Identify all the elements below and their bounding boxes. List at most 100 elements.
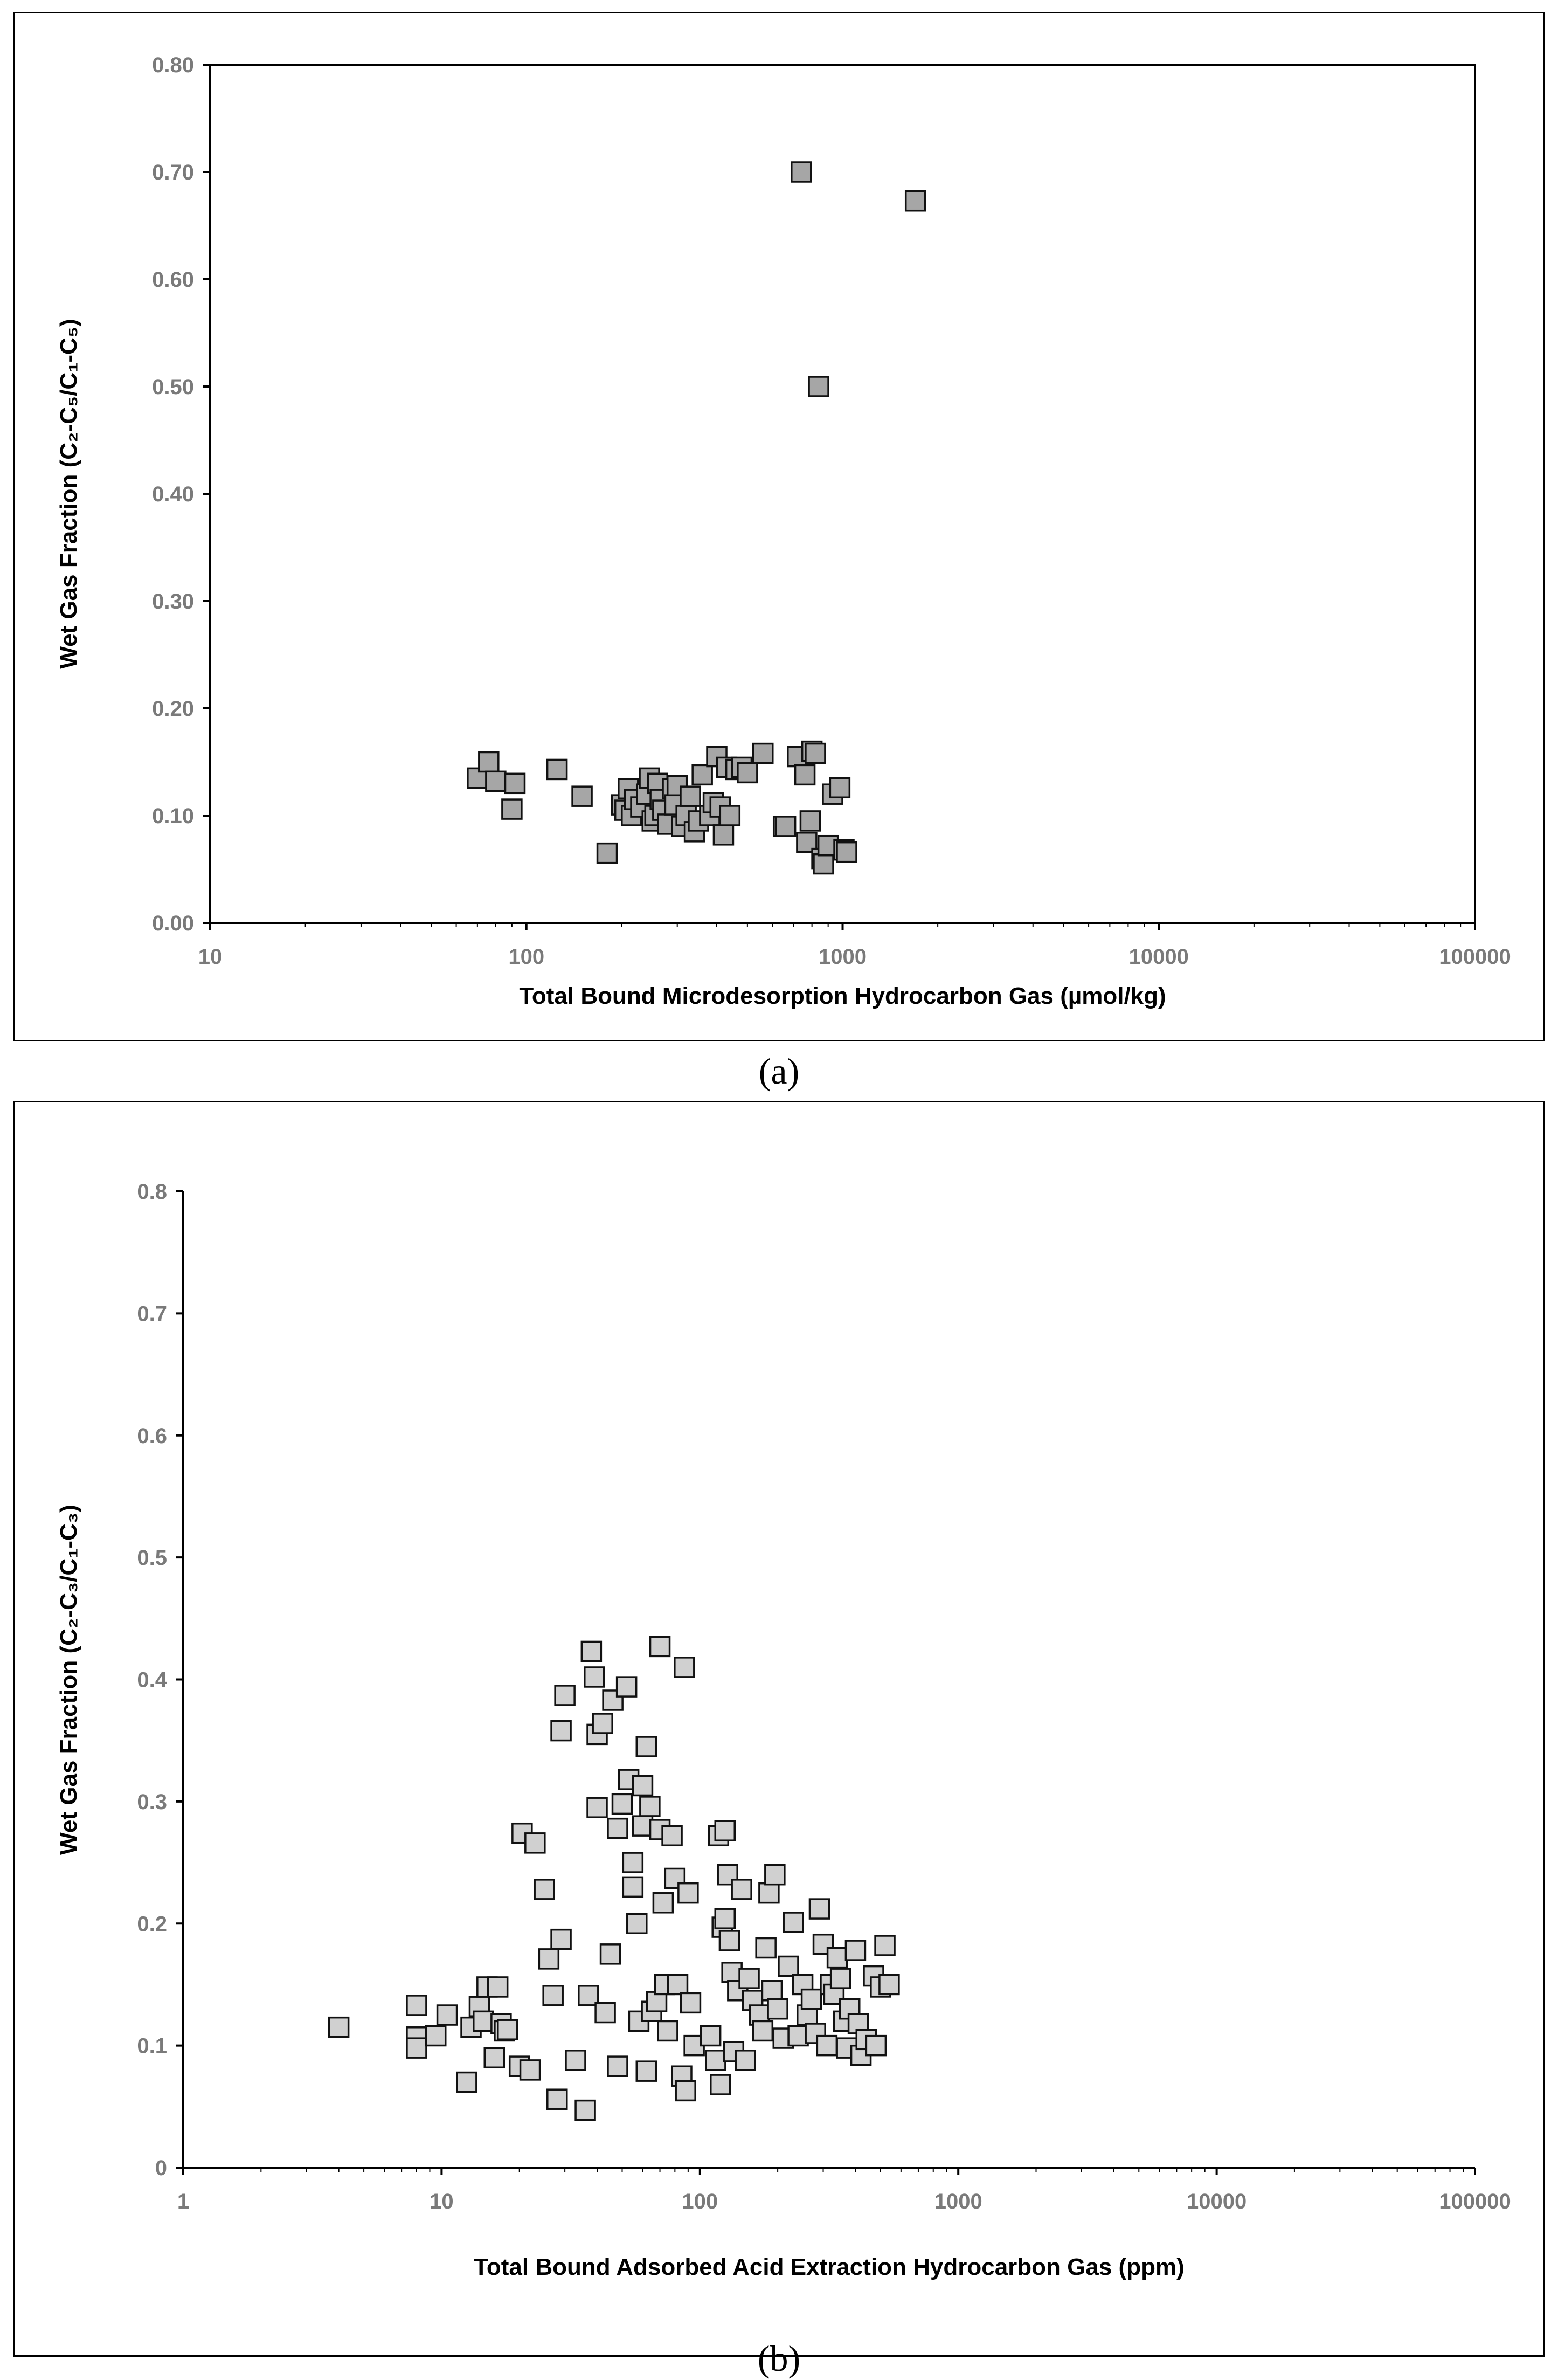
data-point (546, 758, 568, 781)
data-point (456, 2071, 477, 2093)
x-tick-label: 10000 (1187, 2190, 1247, 2213)
data-point (580, 1640, 603, 1662)
data-point (764, 1864, 786, 1886)
data-point (546, 2088, 568, 2110)
data-point (829, 1968, 851, 1989)
x-tick-label: 100000 (1439, 945, 1511, 969)
caption-b: (b) (757, 2338, 801, 2379)
y-tick-label: 0.20 (152, 697, 194, 721)
data-point (836, 841, 857, 863)
data-point (436, 2004, 458, 2026)
y-tick-label: 0.50 (152, 375, 194, 399)
data-point (874, 1935, 896, 1956)
data-point (752, 2020, 774, 2042)
data-point (714, 1908, 736, 1929)
data-point (574, 2099, 596, 2121)
y-tick-label: 0.1 (137, 2034, 167, 2058)
data-point (667, 1974, 689, 1996)
data-point (649, 1636, 671, 1658)
data-point (406, 2037, 427, 2059)
data-point (639, 1796, 661, 1817)
data-point (586, 1797, 608, 1818)
data-point (519, 2059, 541, 2081)
data-point (473, 2010, 494, 2032)
x-tick-label: 100 (508, 945, 544, 969)
data-point (596, 842, 618, 864)
data-point (805, 742, 826, 764)
data-point (680, 1992, 702, 2014)
chart-a: 0.00 0.10 0.20 0.30 0.40 0.50 0.60 0.70 0.80 10 10… (56, 53, 1511, 1009)
data-point (878, 1974, 900, 1996)
data-point (794, 764, 816, 786)
y-tick-label: 0.3 (137, 1790, 167, 1814)
y-tick-label: 0.10 (152, 804, 194, 828)
data-point (758, 1882, 780, 1904)
y-tick-label: 0.60 (152, 268, 194, 292)
data-point (710, 2074, 731, 2095)
data-point (774, 816, 797, 837)
data-point (478, 751, 500, 773)
data-point (622, 1876, 644, 1898)
data-point (611, 1793, 633, 1815)
x-axis-label: Total Bound Adsorbed Acid Extraction Hyd… (474, 2254, 1184, 2280)
data-point (626, 1913, 648, 1934)
data-point (735, 2050, 756, 2071)
y-axis-label: Wet Gas Fraction (C₂-C₃/C₁-C₃) (56, 1505, 82, 1855)
data-point (761, 1980, 783, 2002)
x-tick-label: 100 (682, 2190, 718, 2213)
data-point (565, 2050, 586, 2071)
y-tick-label: 0.70 (152, 161, 194, 184)
data-point (800, 1988, 822, 2010)
y-tick-label: 0.7 (137, 1302, 167, 1326)
data-point (808, 376, 829, 397)
data-point (767, 1998, 788, 2020)
data-point (661, 1825, 683, 1847)
panel-b-frame (13, 1101, 1545, 2357)
data-point (635, 1736, 657, 1757)
x-tick-label: 1000 (819, 945, 867, 969)
data-point (783, 1912, 804, 1933)
data-point (599, 1943, 621, 1965)
data-point (504, 772, 526, 795)
y-tick-label: 0 (155, 2156, 167, 2180)
y-axis-label: Wet Gas Fraction (C₂-C₅/C₁-C₅) (56, 319, 82, 668)
x-tick-label: 100000 (1439, 2190, 1511, 2213)
data-point (787, 2025, 809, 2047)
data-point (738, 1968, 760, 1989)
data-point (542, 1985, 564, 2006)
data-point (607, 1817, 628, 1839)
caption-a: (a) (758, 1051, 800, 1092)
data-point (615, 1676, 638, 1698)
data-point (657, 2020, 678, 2042)
x-tick-label: 10 (198, 945, 223, 969)
data-point (554, 1685, 576, 1706)
data-point (674, 1657, 695, 1678)
y-tick-label: 0.2 (137, 1912, 167, 1936)
data-point (808, 1898, 830, 1920)
data-point (594, 2002, 616, 2024)
data-point (425, 2025, 447, 2047)
data-point (592, 1713, 613, 1734)
data-point (700, 2025, 722, 2047)
data-point (534, 1879, 555, 1900)
x-tick-label: 10 (430, 2190, 454, 2213)
data-point (632, 1775, 654, 1797)
data-point (791, 161, 812, 183)
data-point (550, 1928, 572, 1950)
x-tick-label: 10000 (1129, 945, 1189, 969)
y-tick-label: 0.00 (152, 912, 194, 935)
data-point (584, 1666, 605, 1688)
y-tick-label: 0.80 (152, 53, 194, 77)
data-point (538, 1948, 560, 1970)
data-point (813, 853, 834, 875)
data-point (752, 742, 774, 764)
data-point (524, 1832, 546, 1854)
y-tick-label: 0.30 (152, 590, 194, 613)
data-point (844, 1940, 867, 1961)
data-point (691, 764, 713, 786)
y-tick-label: 0.4 (137, 1668, 167, 1692)
x-axis-label: Total Bound Microdesorption Hydrocarbon … (519, 983, 1166, 1009)
data-point (635, 2060, 657, 2082)
data-point (816, 2034, 838, 2057)
